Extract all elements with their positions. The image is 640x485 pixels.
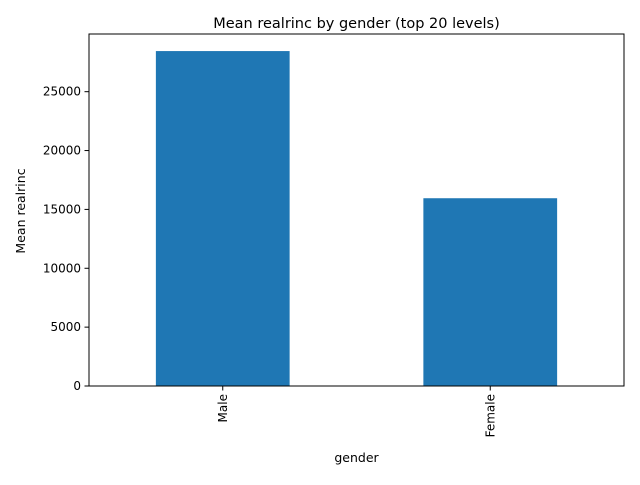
y-tick-label: 5000 [50, 320, 81, 334]
x-axis: Male Female [216, 386, 497, 437]
y-tick-label: 25000 [43, 85, 81, 99]
y-axis: 0 5000 10000 15000 20000 25000 [43, 85, 89, 393]
plot-frame [88, 33, 625, 387]
y-tick-label: 20000 [43, 144, 81, 158]
x-tick-label-female: Female [483, 394, 497, 437]
y-tick-label: 10000 [43, 261, 81, 275]
x-axis-label: gender [334, 450, 379, 465]
y-tick-label: 0 [73, 379, 81, 393]
chart-title: Mean realrinc by gender (top 20 levels) [213, 16, 500, 32]
y-axis-label: Mean realrinc [13, 168, 28, 253]
x-tick-label-male: Male [216, 394, 230, 422]
plot-area [155, 51, 558, 387]
bar-female [423, 198, 558, 386]
y-tick-label: 15000 [43, 202, 81, 216]
bar-male [155, 51, 290, 387]
